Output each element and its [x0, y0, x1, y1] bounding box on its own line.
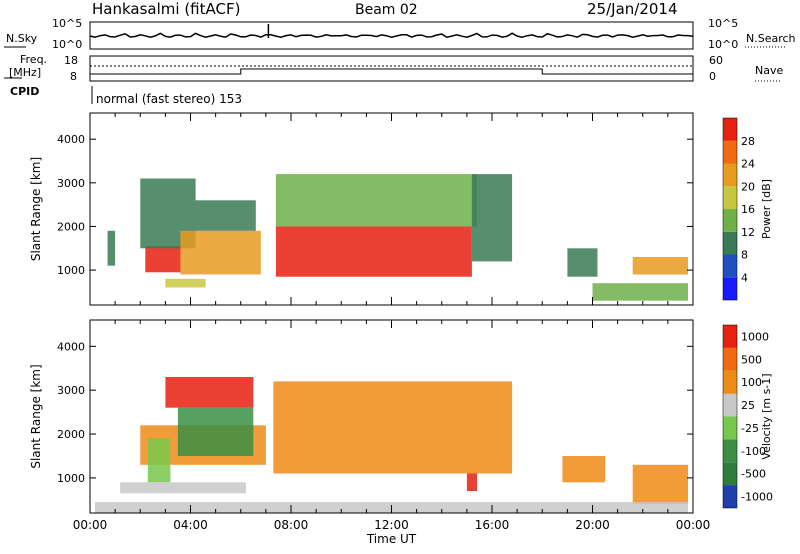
velocity-colorbar-tick-1: 500	[741, 353, 762, 366]
power-colorbar-cell-5	[723, 163, 737, 187]
power-colorbar-cell-7	[723, 118, 737, 141]
cpid-mode-text: normal (fast stereo) 153	[96, 92, 243, 106]
power-echo-region-8	[471, 174, 513, 262]
velocity-echo-region-4	[120, 482, 246, 494]
velocity-colorbar-tick-7: -1000	[741, 491, 773, 504]
nsky-label: N.Sky	[6, 32, 38, 45]
velocity-colorbar-label: Velocity [m s-1]	[760, 373, 773, 459]
power-ytick-label-3: 4000	[57, 133, 85, 146]
velocity-colorbar-cell-3	[723, 416, 737, 440]
velocity-panel: 1000 2000 3000 4000 Slant Range [km] 00:00 04:…	[29, 319, 773, 546]
power-colorbar-tick-2: 12	[741, 226, 755, 239]
velocity-echo-region-8	[632, 464, 688, 505]
velocity-xlabel: Time UT	[366, 532, 417, 546]
velocity-ylabel: Slant Range [km]	[29, 364, 43, 468]
power-colorbar-cell-3	[723, 209, 737, 232]
nave-label: Nave	[755, 64, 784, 77]
velocity-echo-region-0	[273, 381, 513, 474]
cpid-label: CPID	[10, 85, 40, 98]
freq-panel-frame	[89, 55, 694, 82]
freq-trace	[90, 68, 693, 75]
power-colorbar-cell-4	[723, 186, 737, 210]
power-echo-region-10	[632, 257, 688, 275]
velocity-echo-region-6	[165, 377, 254, 408]
velocity-echo-region-7	[562, 456, 606, 483]
velocity-echo-region-3	[177, 407, 254, 456]
freq-label-line2: [MHz]	[9, 66, 42, 79]
power-colorbar-tick-0: 4	[741, 271, 748, 284]
power-colorbar-cell-2	[723, 231, 737, 255]
power-colorbar-cell-6	[723, 140, 737, 164]
power-echo-region-4	[195, 200, 256, 231]
nave-tick-bottom: 0	[709, 70, 716, 83]
nsky-trace	[89, 32, 694, 39]
velocity-echo-region-2	[147, 438, 171, 483]
beam-title: Beam 02	[355, 2, 418, 18]
velocity-colorbar-tick-0: 1000	[741, 330, 769, 343]
date-title: 25/Jan/2014	[587, 0, 678, 18]
plot-header: Hankasalmi (fitACF) Beam 02 25/Jan/2014	[0, 0, 800, 22]
power-echo-region-7	[275, 174, 477, 227]
nsearch-tick-bottom: 10^0	[708, 38, 739, 51]
power-ytick-label-0: 1000	[57, 264, 85, 277]
power-colorbar-tick-3: 16	[741, 203, 755, 216]
velocity-colorbar-tick-3: 25	[741, 399, 755, 412]
power-colorbar-tick-1: 8	[741, 249, 748, 262]
velocity-xtick-label-4: 16:00	[475, 518, 510, 532]
power-colorbar-label: Power [dB]	[760, 179, 773, 239]
velocity-colorbar-tick-6: -500	[741, 468, 766, 481]
velocity-ytick-label-0: 1000	[57, 472, 85, 485]
power-ytick-label-2: 3000	[57, 177, 85, 190]
velocity-colorbar-tick-4: -25	[741, 422, 759, 435]
power-ytick-label-1: 2000	[57, 220, 85, 233]
velocity-colorbar-cell-6	[723, 347, 737, 371]
nave-tick-top: 60	[709, 54, 723, 67]
velocity-xtick-label-1: 04:00	[173, 518, 208, 532]
freq-tick-top: 18	[64, 54, 78, 67]
power-colorbar-cell-1	[723, 254, 737, 278]
velocity-xtick-label-5: 20:00	[575, 518, 610, 532]
power-echo-region-9	[567, 248, 598, 277]
velocity-colorbar-cell-4	[723, 393, 737, 417]
power-panel: 1000 2000 3000 4000 Slant Range [km] 4 8 12 16 20…	[29, 112, 773, 306]
velocity-colorbar-frame	[722, 324, 738, 509]
velocity-xtick-label-0: 00:00	[73, 518, 108, 532]
velocity-xtick-label-2: 08:00	[274, 518, 309, 532]
station-title: Hankasalmi (fitACF)	[92, 0, 241, 18]
velocity-ytick-label-2: 3000	[57, 384, 85, 397]
power-colorbar-tick-4: 20	[741, 180, 755, 193]
power-colorbar-cell-0	[723, 277, 737, 301]
power-echo-region-11	[592, 283, 688, 301]
velocity-xtick-label-3: 12:00	[374, 518, 409, 532]
power-echo-region-0	[107, 230, 116, 266]
power-colorbar-frame	[722, 117, 738, 301]
velocity-colorbar-cell-5	[723, 370, 737, 394]
velocity-colorbar-cell-2	[723, 439, 737, 463]
freq-label-line1: Freq.	[20, 53, 48, 66]
nsky-tick-bottom: 10^0	[52, 38, 83, 51]
power-echo-region-1	[145, 246, 181, 273]
power-echo-region-5	[165, 278, 206, 288]
velocity-colorbar-cell-7	[723, 325, 737, 348]
nsearch-label: N.Search	[746, 32, 796, 45]
power-ylabel: Slant Range [km]	[29, 157, 43, 261]
nsky-tick-top: 10^5	[52, 17, 83, 30]
velocity-colorbar-tick-2: 100	[741, 376, 762, 389]
velocity-ytick-label-1: 2000	[57, 428, 85, 441]
power-echo-region-6	[275, 226, 472, 277]
summary-panels	[4, 21, 787, 104]
power-colorbar-tick-5: 24	[741, 158, 755, 171]
power-colorbar-tick-6: 28	[741, 135, 755, 148]
velocity-echo-region-5	[466, 473, 477, 491]
velocity-ytick-label-3: 4000	[57, 340, 85, 353]
velocity-xtick-label-6: 00:00	[676, 518, 711, 532]
freq-tick-bottom: 8	[70, 70, 77, 83]
power-echo-region-3	[180, 230, 261, 275]
nsearch-tick-top: 10^5	[708, 17, 739, 30]
velocity-colorbar-tick-5: -100	[741, 445, 766, 458]
velocity-colorbar-cell-1	[723, 462, 737, 486]
velocity-colorbar-cell-0	[723, 485, 737, 508]
